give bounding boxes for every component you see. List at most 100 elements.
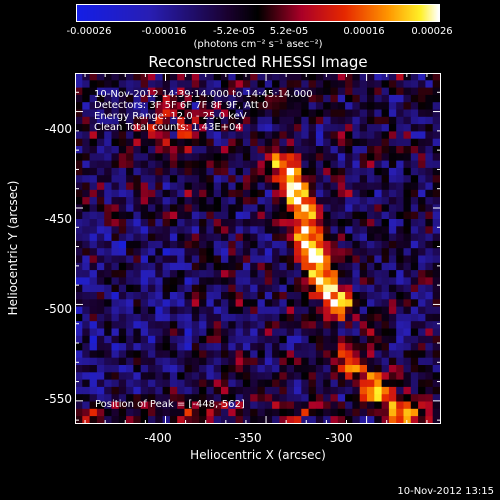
heatmap-cell	[352, 160, 361, 169]
heatmap-cell	[396, 109, 404, 118]
heatmap-cell	[221, 94, 229, 103]
heatmap-cell	[432, 248, 441, 256]
heatmap-cell	[315, 233, 324, 242]
heatmap-cell	[294, 211, 302, 220]
heatmap-cell	[410, 131, 419, 140]
heatmap-cell	[133, 240, 142, 249]
heatmap-cell	[235, 175, 244, 183]
heatmap-cell	[352, 248, 361, 256]
heatmap-cell	[315, 204, 324, 213]
heatmap-cell	[221, 160, 229, 169]
heatmap-cell	[126, 262, 134, 271]
heatmap-cell	[315, 182, 324, 191]
heatmap-cell	[425, 292, 434, 300]
heatmap-cell	[111, 226, 120, 234]
heatmap-cell	[286, 248, 295, 256]
heatmap-cell	[410, 365, 419, 373]
heatmap-cell	[177, 233, 185, 242]
heatmap-cell	[118, 94, 127, 103]
heatmap-cell	[272, 219, 280, 227]
heatmap-cell	[250, 328, 258, 337]
heatmap-cell	[410, 160, 419, 169]
heatmap-cell	[381, 219, 390, 227]
heatmap-cell	[133, 292, 142, 300]
heatmap-cell	[359, 386, 368, 395]
heatmap-cell	[206, 270, 215, 278]
heatmap-cell	[308, 204, 317, 213]
heatmap-cell	[352, 255, 361, 264]
heatmap-cell	[104, 328, 112, 337]
heatmap-cell	[118, 226, 127, 234]
heatmap-cell	[410, 138, 419, 147]
heatmap-cell	[126, 87, 134, 96]
heatmap-cell	[301, 94, 309, 103]
heatmap-cell	[177, 277, 185, 286]
heatmap-cell	[381, 167, 390, 176]
heatmap-cell	[75, 350, 83, 359]
heatmap-cell	[89, 408, 98, 417]
heatmap-cell	[345, 124, 353, 132]
heatmap-cell	[191, 124, 200, 132]
heatmap-cell	[126, 379, 134, 388]
heatmap-cell	[272, 233, 280, 242]
heatmap-cell	[432, 350, 441, 359]
heatmap-cell	[126, 219, 134, 227]
heatmap-cell	[118, 416, 127, 424]
heatmap-cell	[381, 343, 390, 351]
heatmap-cell	[228, 350, 236, 359]
heatmap-cell	[403, 175, 412, 183]
heatmap-cell	[213, 262, 222, 271]
heatmap-cell	[367, 299, 375, 307]
heatmap-cell	[359, 175, 368, 183]
heatmap-cell	[82, 233, 90, 242]
heatmap-cell	[374, 306, 382, 315]
heatmap-cell	[396, 357, 404, 366]
heatmap-cell	[403, 80, 412, 88]
heatmap-cell	[286, 386, 295, 395]
heatmap-cell	[257, 321, 266, 329]
heatmap-cell	[425, 204, 434, 213]
heatmap-cell	[381, 211, 390, 220]
heatmap-cell	[323, 131, 331, 140]
heatmap-cell	[374, 416, 382, 424]
heatmap-cell	[403, 197, 412, 205]
colorbar-tick-label: 0.00026	[411, 26, 453, 37]
heatmap-cell	[133, 350, 142, 359]
heatmap-cell	[162, 401, 171, 410]
heatmap-cell	[75, 189, 83, 198]
heatmap-cell	[199, 365, 207, 373]
heatmap-cell	[257, 131, 266, 140]
heatmap-cell	[126, 226, 134, 234]
heatmap-cell	[242, 313, 251, 322]
heatmap-cell	[89, 109, 98, 118]
heatmap-cell	[337, 240, 346, 249]
heatmap-cell	[213, 204, 222, 213]
heatmap-cell	[126, 299, 134, 307]
heatmap-cell	[257, 80, 266, 88]
heatmap-cell	[381, 189, 390, 198]
heatmap-cell	[96, 299, 105, 307]
heatmap-cell	[374, 153, 382, 161]
heatmap-cell	[162, 313, 171, 322]
heatmap-cell	[191, 233, 200, 242]
heatmap-cell	[118, 262, 127, 271]
heatmap-cell	[75, 109, 83, 118]
heatmap-cell	[279, 357, 288, 366]
heatmap-cell	[213, 386, 222, 395]
heatmap-cell	[345, 328, 353, 337]
heatmap-cell	[279, 292, 288, 300]
heatmap-cell	[148, 379, 156, 388]
heatmap-cell	[206, 73, 215, 81]
heatmap-cell	[367, 379, 375, 388]
heatmap-cell	[337, 233, 346, 242]
heatmap-cell	[221, 372, 229, 380]
heatmap-cell	[323, 73, 331, 81]
heatmap-cell	[403, 240, 412, 249]
heatmap-cell	[374, 372, 382, 380]
x-axis-label: Heliocentric X (arcsec)	[190, 448, 326, 462]
heatmap-cell	[177, 386, 185, 395]
heatmap-cell	[140, 372, 149, 380]
heatmap-cell	[242, 211, 251, 220]
heatmap-cell	[308, 306, 317, 315]
heatmap-cell	[410, 248, 419, 256]
